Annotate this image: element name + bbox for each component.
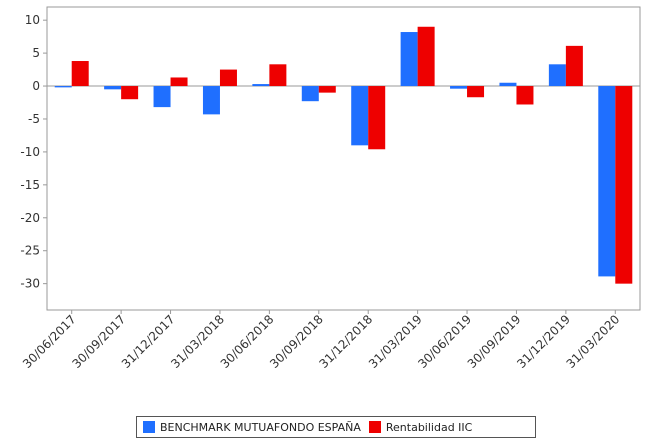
bar-rentabilidad-30/09/2018 [318,86,336,93]
bar-benchmark-30/06/2017 [54,86,72,88]
bar-benchmark-30/09/2017 [104,86,122,90]
bar-rentabilidad-31/03/2020 [615,86,633,284]
bar-rentabilidad-31/03/2019 [417,26,435,87]
y-tick-label: 5 [32,46,40,60]
bar-benchmark-31/12/2017 [153,86,171,108]
plot-frame [46,6,641,311]
bar-rentabilidad-30/06/2018 [269,64,287,87]
bar-benchmark-31/03/2019 [400,32,418,87]
bar-rentabilidad-31/03/2018 [219,69,237,87]
x-tick-label: 31/03/2020 [564,312,623,371]
bar-benchmark-31/12/2018 [351,86,369,146]
legend-label-benchmark: BENCHMARK MUTUAFONDO ESPAÑA [160,420,361,434]
bar-rentabilidad-30/09/2019 [516,86,534,105]
legend-swatch-benchmark [143,421,155,433]
bar-benchmark-30/09/2019 [499,82,517,87]
bar-benchmark-31/03/2018 [202,86,220,115]
bar-benchmark-30/09/2018 [301,86,319,102]
legend-swatch-rentabilidad [368,421,381,433]
bar-benchmark-31/03/2020 [598,86,616,277]
y-tick-label: -25 [20,244,40,258]
bar-benchmark-31/12/2019 [548,64,566,87]
legend-label-rentabilidad: Rentabilidad IIC [385,420,473,434]
y-tick-label: 10 [25,13,40,27]
bar-benchmark-30/06/2019 [450,86,468,89]
bar-rentabilidad-30/06/2017 [71,61,89,87]
bar-rentabilidad-30/09/2017 [121,86,139,100]
legend-item-rentabilidad: Rentabilidad IIC [368,420,473,434]
y-tick-label: -10 [20,145,40,159]
bar-rentabilidad-31/12/2017 [170,77,188,87]
y-tick-label: -20 [20,211,40,225]
y-tick-label: -15 [20,178,40,192]
y-tick-label: -30 [20,277,40,291]
legend-item-benchmark: BENCHMARK MUTUAFONDO ESPAÑA [143,421,361,434]
bar-benchmark-30/06/2018 [252,84,270,87]
bar-rentabilidad-30/06/2019 [467,86,485,98]
y-tick-label: -5 [28,112,40,126]
y-tick-label: 0 [32,79,40,93]
bar-rentabilidad-31/12/2018 [368,86,386,150]
bar-rentabilidad-31/12/2019 [565,45,583,87]
legend: BENCHMARK MUTUAFONDO ESPAÑA Rentabilidad… [136,416,536,438]
